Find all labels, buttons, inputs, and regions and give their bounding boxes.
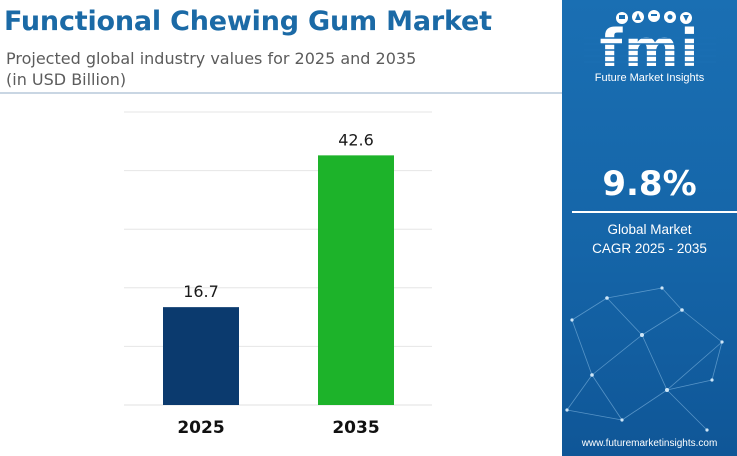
cagr-label-line-1: Global Market bbox=[607, 222, 692, 237]
subtitle-line-2: (in USD Billion) bbox=[6, 70, 127, 89]
bar-chart: 16.7 2025 42.6 2035 bbox=[124, 111, 432, 438]
sidebar: fmi Future Market Insights 9.8% Global M… bbox=[562, 0, 737, 456]
bar-2025 bbox=[163, 307, 239, 405]
page-subtitle: Projected global industry values for 202… bbox=[6, 48, 416, 90]
bar-2035 bbox=[318, 155, 394, 405]
x-tick-label-2025: 2025 bbox=[177, 418, 224, 438]
data-label-2025: 16.7 bbox=[183, 282, 219, 301]
header-divider bbox=[0, 92, 562, 94]
network-graphic bbox=[565, 286, 724, 432]
cagr-divider bbox=[572, 211, 737, 213]
x-tick-label-2035: 2035 bbox=[332, 418, 379, 438]
cagr-label: Global Market CAGR 2025 - 2035 bbox=[562, 220, 737, 258]
cagr-value: 9.8% bbox=[602, 164, 697, 204]
brand-name: Future Market Insights bbox=[594, 72, 705, 84]
chart-panel: Functional Chewing Gum Market Projected … bbox=[0, 6, 562, 438]
page-title: Functional Chewing Gum Market bbox=[4, 6, 492, 37]
data-label-2035: 42.6 bbox=[338, 130, 374, 149]
website-url: www.futuremarketinsights.com bbox=[581, 438, 718, 449]
cagr-label-line-2: CAGR 2025 - 2035 bbox=[592, 241, 707, 256]
fmi-logo: fmi bbox=[584, 10, 716, 70]
subtitle-line-1: Projected global industry values for 202… bbox=[6, 49, 417, 68]
